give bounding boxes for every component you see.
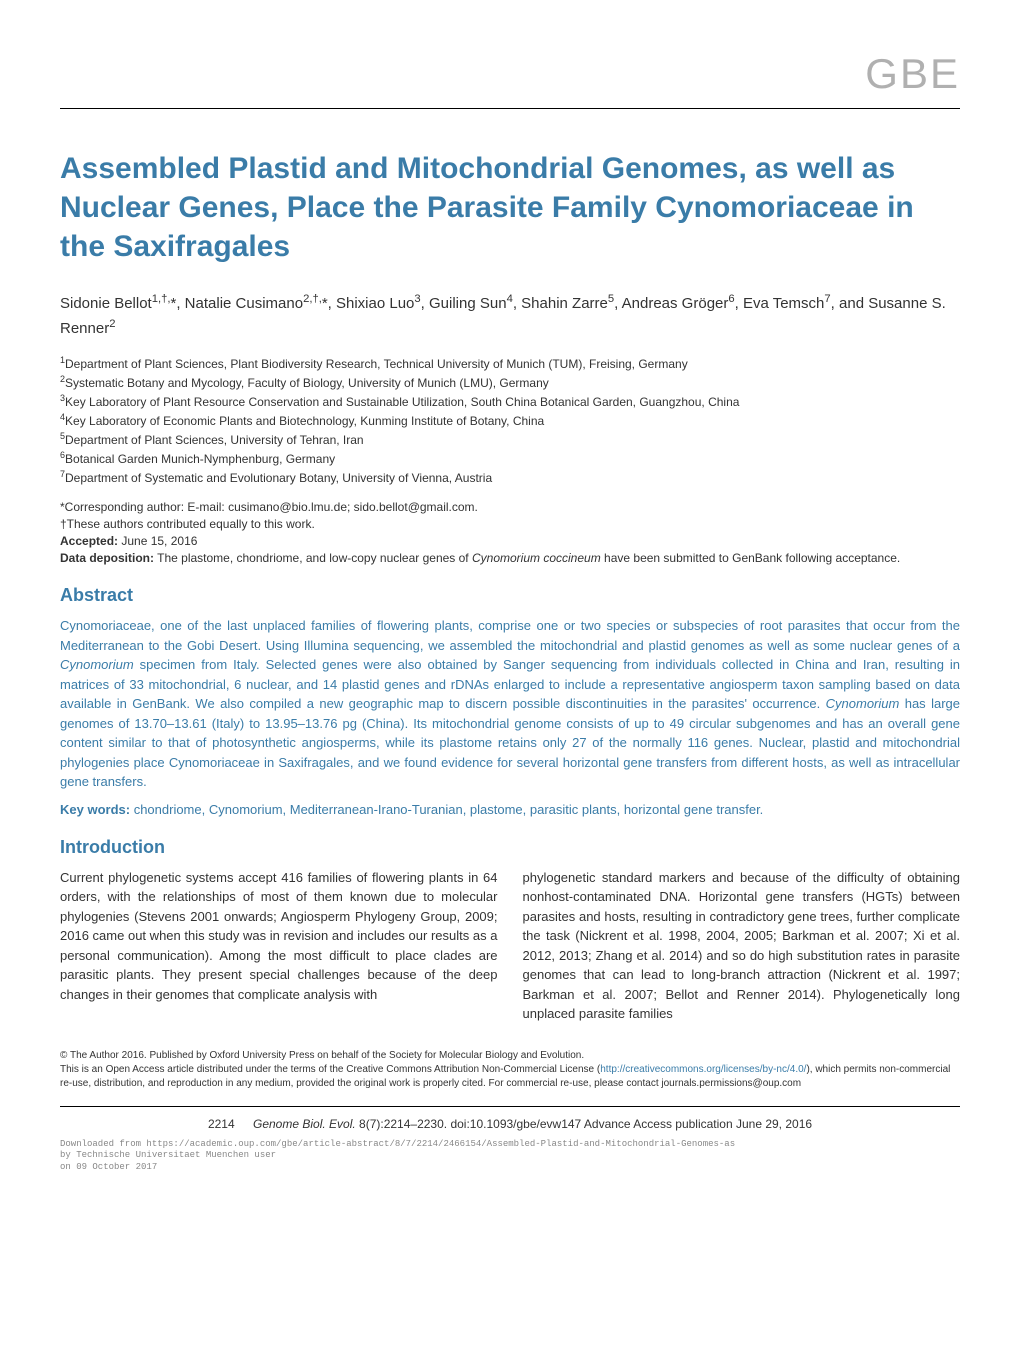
page-number: 2214 bbox=[208, 1117, 235, 1131]
introduction-columns: Current phylogenetic systems accept 416 … bbox=[60, 868, 960, 1024]
author-list: Sidonie Bellot1,†,*, Natalie Cusimano2,†… bbox=[60, 291, 960, 340]
data-deposition: Data deposition: The plastome, chondriom… bbox=[60, 551, 960, 565]
affiliation: 3Key Laboratory of Plant Resource Conser… bbox=[60, 393, 960, 409]
affiliation: 2Systematic Botany and Mycology, Faculty… bbox=[60, 374, 960, 390]
accepted-date: Accepted: June 15, 2016 bbox=[60, 534, 960, 548]
citation-text: Genome Biol. Evol. 8(7):2214–2230. doi:1… bbox=[253, 1117, 812, 1131]
affiliation: 1Department of Plant Sciences, Plant Bio… bbox=[60, 355, 960, 371]
deposition-label: Data deposition: bbox=[60, 551, 154, 565]
top-divider bbox=[60, 108, 960, 109]
affiliation: 4Key Laboratory of Economic Plants and B… bbox=[60, 412, 960, 428]
corresponding-author: *Corresponding author: E-mail: cusimano@… bbox=[60, 500, 960, 514]
deposition-value: The plastome, chondriome, and low-copy n… bbox=[154, 551, 900, 565]
journal-logo: GBE bbox=[60, 50, 960, 98]
abstract-text: Cynomoriaceae, one of the last unplaced … bbox=[60, 616, 960, 792]
introduction-heading: Introduction bbox=[60, 837, 960, 858]
download-info: Downloaded from https://academic.oup.com… bbox=[60, 1139, 960, 1174]
download-line1: Downloaded from https://academic.oup.com… bbox=[60, 1139, 960, 1151]
equal-contribution: †These authors contributed equally to th… bbox=[60, 517, 960, 531]
affiliations-block: 1Department of Plant Sciences, Plant Bio… bbox=[60, 355, 960, 485]
accepted-label: Accepted: bbox=[60, 534, 118, 548]
intro-col-left: Current phylogenetic systems accept 416 … bbox=[60, 868, 498, 1024]
keywords-label: Key words: bbox=[60, 802, 130, 817]
affiliation: 7Department of Systematic and Evolutiona… bbox=[60, 469, 960, 485]
intro-col-right: phylogenetic standard markers and becaus… bbox=[523, 868, 961, 1024]
accepted-value: June 15, 2016 bbox=[118, 534, 197, 548]
footer-divider bbox=[60, 1106, 960, 1107]
download-line3: on 09 October 2017 bbox=[60, 1162, 960, 1174]
license-line1: © The Author 2016. Published by Oxford U… bbox=[60, 1049, 960, 1063]
license-line2: This is an Open Access article distribut… bbox=[60, 1063, 960, 1091]
footer-citation: 2214 Genome Biol. Evol. 8(7):2214–2230. … bbox=[60, 1117, 960, 1131]
meta-block: *Corresponding author: E-mail: cusimano@… bbox=[60, 500, 960, 565]
article-title: Assembled Plastid and Mitochondrial Geno… bbox=[60, 149, 960, 266]
license-block: © The Author 2016. Published by Oxford U… bbox=[60, 1049, 960, 1091]
keywords-text: chondriome, Cynomorium, Mediterranean-Ir… bbox=[130, 802, 763, 817]
affiliation: 5Department of Plant Sciences, Universit… bbox=[60, 431, 960, 447]
keywords: Key words: chondriome, Cynomorium, Medit… bbox=[60, 802, 960, 817]
affiliation: 6Botanical Garden Munich-Nymphenburg, Ge… bbox=[60, 450, 960, 466]
download-line2: by Technische Universitaet Muenchen user bbox=[60, 1150, 960, 1162]
abstract-heading: Abstract bbox=[60, 585, 960, 606]
